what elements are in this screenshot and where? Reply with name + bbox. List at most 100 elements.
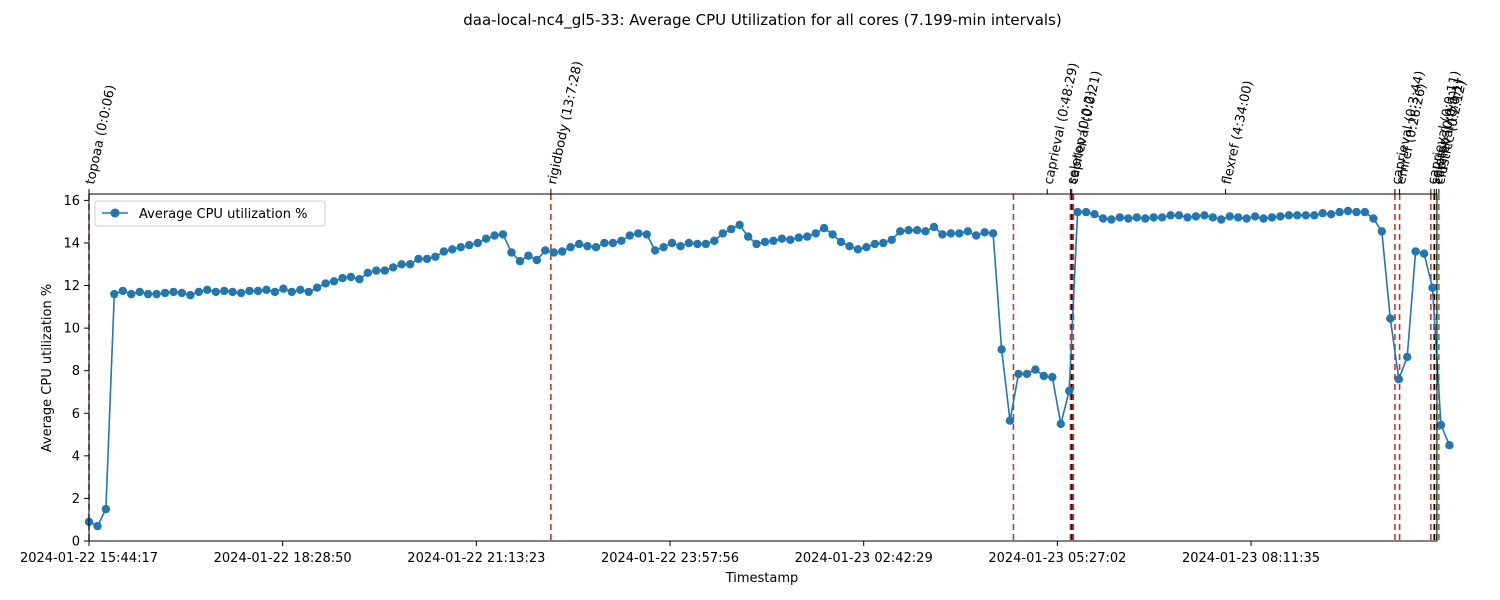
data-point xyxy=(777,234,787,243)
data-point xyxy=(634,229,643,238)
data-point xyxy=(524,251,533,260)
data-point xyxy=(152,289,161,299)
data-point xyxy=(1132,213,1142,222)
y-tick-label: 0 xyxy=(72,535,80,550)
data-point xyxy=(194,287,203,297)
data-point xyxy=(270,287,280,297)
data-point xyxy=(287,287,296,297)
data-point xyxy=(541,246,550,255)
data-point xyxy=(684,238,694,248)
y-tick-label: 16 xyxy=(63,194,80,209)
data-point xyxy=(1310,211,1319,220)
legend: Average CPU utilization % xyxy=(94,200,326,227)
data-point xyxy=(1141,214,1150,223)
data-point xyxy=(1360,207,1370,217)
data-point xyxy=(1293,211,1302,220)
data-point xyxy=(507,248,516,257)
data-point xyxy=(490,231,499,240)
data-point xyxy=(1081,207,1091,217)
data-point xyxy=(1411,247,1420,256)
data-point xyxy=(574,239,584,249)
data-point xyxy=(228,287,237,297)
data-point xyxy=(1073,207,1082,217)
data-point xyxy=(1107,215,1116,224)
data-point xyxy=(955,229,964,238)
data-point xyxy=(710,236,719,245)
data-point xyxy=(1065,386,1074,396)
data-point xyxy=(1056,419,1066,429)
data-point xyxy=(1208,213,1218,222)
data-point xyxy=(1090,210,1099,219)
data-point xyxy=(422,254,432,264)
data-point xyxy=(718,229,727,238)
data-point xyxy=(600,238,609,248)
data-point xyxy=(515,256,525,266)
data-point xyxy=(667,238,677,248)
data-point xyxy=(1166,211,1175,220)
data-point xyxy=(329,277,339,286)
data-point xyxy=(896,227,905,236)
data-point xyxy=(1445,441,1454,450)
data-point xyxy=(321,279,330,288)
stage-marker-label: flexref (4:34:00) xyxy=(1220,79,1257,185)
data-point xyxy=(203,285,212,294)
data-point xyxy=(946,229,956,238)
data-point xyxy=(845,242,854,251)
data-point xyxy=(811,229,820,238)
data-point xyxy=(448,245,457,254)
data-point xyxy=(879,238,888,248)
x-tick-label: 2024-01-23 05:27:02 xyxy=(988,551,1126,566)
data-point xyxy=(786,235,795,244)
chart-title: daa-local-nc4_gl5-33: Average CPU Utiliz… xyxy=(463,11,1062,29)
data-point xyxy=(127,289,136,299)
data-point xyxy=(803,232,812,241)
data-point xyxy=(583,242,592,251)
data-point xyxy=(439,247,449,256)
data-point xyxy=(262,285,271,294)
data-point xyxy=(312,283,322,292)
x-tick-label: 2024-01-22 21:13:23 xyxy=(407,551,545,566)
data-point xyxy=(169,287,178,297)
data-point xyxy=(743,232,753,241)
legend-marker-sample xyxy=(110,208,120,218)
data-point xyxy=(1377,227,1387,236)
data-point xyxy=(862,243,871,252)
data-point xyxy=(735,220,744,230)
y-tick-label: 14 xyxy=(63,236,80,251)
data-point xyxy=(211,287,220,297)
data-point xyxy=(650,246,660,255)
stage-marker-lines xyxy=(88,194,1440,541)
data-point xyxy=(220,286,229,296)
data-point xyxy=(245,286,254,296)
data-point xyxy=(794,233,803,242)
data-point xyxy=(617,236,626,245)
data-point xyxy=(938,230,947,239)
data-point xyxy=(414,254,423,264)
data-point xyxy=(346,272,356,282)
data-point xyxy=(135,287,144,297)
series-line xyxy=(88,210,1451,528)
data-point xyxy=(853,245,863,254)
data-point xyxy=(828,230,837,239)
data-point xyxy=(177,288,187,298)
data-point xyxy=(405,260,415,269)
data-point xyxy=(304,287,313,297)
data-point xyxy=(988,229,998,238)
data-point xyxy=(532,255,541,265)
data-point xyxy=(101,504,111,514)
x-axis: 2024-01-22 15:44:17 2024-01-22 18:28:50 20… xyxy=(20,541,1320,566)
data-point xyxy=(143,289,153,299)
data-point xyxy=(921,227,930,236)
data-point xyxy=(1225,212,1235,221)
y-tick-label: 8 xyxy=(72,364,80,379)
data-point xyxy=(1039,371,1049,381)
x-tick-label: 2024-01-23 02:42:29 xyxy=(795,551,933,566)
data-point xyxy=(752,239,761,249)
data-point xyxy=(1200,211,1209,220)
data-point xyxy=(870,239,879,249)
data-point xyxy=(236,288,246,298)
data-point xyxy=(1284,211,1294,220)
data-point xyxy=(1369,214,1378,223)
data-point xyxy=(481,234,491,243)
data-point xyxy=(363,268,372,277)
